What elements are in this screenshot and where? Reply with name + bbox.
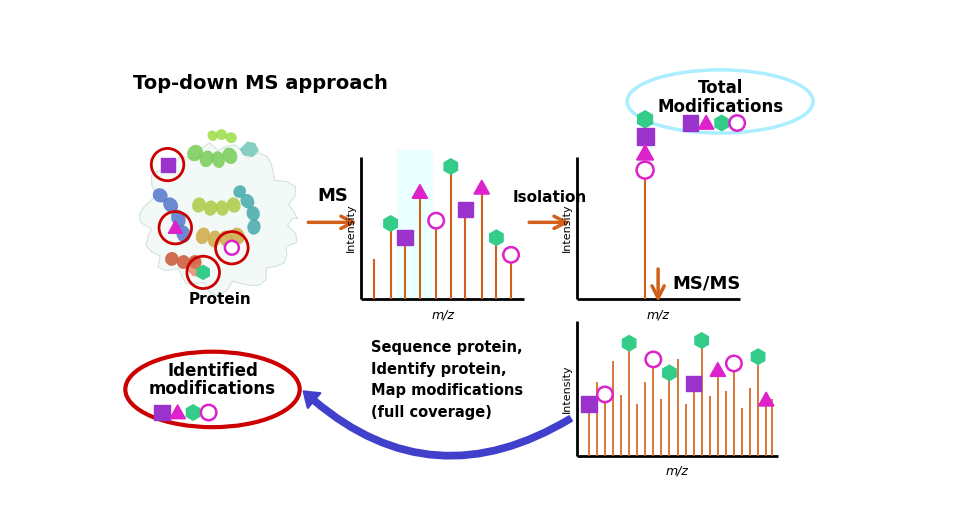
Polygon shape	[197, 266, 209, 279]
Polygon shape	[637, 145, 654, 160]
Polygon shape	[685, 376, 702, 391]
Ellipse shape	[211, 151, 225, 168]
Text: m/z: m/z	[646, 309, 669, 322]
Polygon shape	[185, 263, 205, 276]
Polygon shape	[695, 333, 708, 348]
Polygon shape	[154, 405, 170, 420]
Ellipse shape	[223, 148, 237, 164]
Text: Isolation: Isolation	[512, 190, 587, 204]
Ellipse shape	[177, 255, 190, 269]
Polygon shape	[140, 143, 297, 296]
Polygon shape	[637, 128, 654, 145]
Circle shape	[637, 161, 654, 178]
Ellipse shape	[163, 198, 178, 213]
Ellipse shape	[220, 230, 232, 247]
Polygon shape	[412, 184, 427, 198]
Ellipse shape	[125, 352, 299, 427]
Polygon shape	[699, 115, 714, 129]
Text: m/z: m/z	[666, 465, 689, 478]
Ellipse shape	[240, 194, 254, 209]
Polygon shape	[581, 396, 597, 412]
Ellipse shape	[176, 225, 190, 243]
Text: m/z: m/z	[431, 309, 454, 322]
Ellipse shape	[204, 200, 217, 216]
Ellipse shape	[230, 227, 245, 244]
Circle shape	[645, 352, 661, 367]
Ellipse shape	[216, 129, 227, 140]
Text: MS: MS	[317, 186, 348, 204]
Ellipse shape	[226, 132, 237, 143]
Polygon shape	[622, 336, 636, 351]
Ellipse shape	[207, 230, 221, 247]
Ellipse shape	[187, 145, 203, 161]
Text: Intensity: Intensity	[346, 204, 357, 252]
Ellipse shape	[192, 198, 206, 212]
Polygon shape	[445, 159, 458, 174]
Circle shape	[503, 247, 519, 262]
Circle shape	[428, 213, 444, 228]
Ellipse shape	[207, 131, 217, 141]
Circle shape	[225, 241, 239, 255]
Circle shape	[201, 405, 216, 420]
Text: Sequence protein,
Identify protein,
Map modifications
(full coverage): Sequence protein, Identify protein, Map …	[371, 340, 524, 420]
Ellipse shape	[165, 252, 179, 266]
Text: modifications: modifications	[149, 380, 276, 398]
Circle shape	[598, 387, 613, 402]
Polygon shape	[458, 202, 473, 217]
Polygon shape	[170, 405, 185, 418]
Ellipse shape	[153, 188, 167, 202]
Polygon shape	[384, 216, 398, 231]
Ellipse shape	[247, 206, 260, 221]
Ellipse shape	[627, 70, 814, 133]
Polygon shape	[161, 158, 175, 172]
Text: Top-down MS approach: Top-down MS approach	[134, 74, 388, 93]
Polygon shape	[710, 363, 726, 376]
Polygon shape	[168, 221, 183, 233]
Polygon shape	[638, 111, 653, 128]
Text: Protein: Protein	[189, 292, 251, 306]
Polygon shape	[715, 115, 728, 131]
Bar	[397, 150, 433, 299]
Polygon shape	[186, 405, 200, 420]
Text: Intensity: Intensity	[562, 204, 572, 252]
Polygon shape	[751, 349, 765, 364]
Polygon shape	[398, 230, 413, 245]
Ellipse shape	[196, 227, 209, 244]
Ellipse shape	[227, 198, 241, 212]
Ellipse shape	[200, 150, 213, 167]
Ellipse shape	[216, 200, 228, 216]
Ellipse shape	[171, 210, 185, 227]
Polygon shape	[474, 180, 489, 194]
Circle shape	[727, 356, 742, 371]
Text: Total: Total	[698, 79, 743, 97]
Polygon shape	[683, 115, 699, 131]
FancyArrowPatch shape	[304, 391, 572, 459]
Ellipse shape	[233, 185, 246, 198]
Ellipse shape	[248, 219, 261, 235]
Text: Identified: Identified	[167, 362, 258, 380]
Text: Modifications: Modifications	[657, 98, 783, 116]
Text: Intensity: Intensity	[562, 364, 572, 413]
Polygon shape	[758, 392, 774, 406]
Polygon shape	[663, 365, 676, 381]
Ellipse shape	[188, 255, 202, 269]
Text: MS/MS: MS/MS	[672, 275, 741, 293]
Polygon shape	[489, 230, 503, 245]
Polygon shape	[240, 141, 259, 157]
Circle shape	[729, 115, 745, 131]
